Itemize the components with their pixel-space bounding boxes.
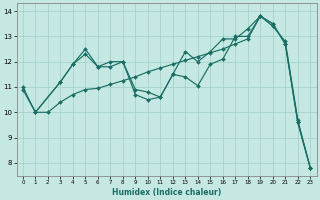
X-axis label: Humidex (Indice chaleur): Humidex (Indice chaleur)	[112, 188, 221, 197]
